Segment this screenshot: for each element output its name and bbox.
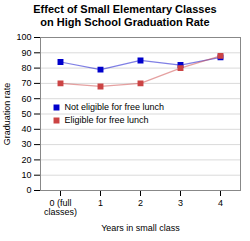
svg-text:1: 1 <box>98 198 103 208</box>
svg-text:80: 80 <box>21 63 31 73</box>
svg-text:Graduation rate: Graduation rate <box>2 83 12 146</box>
svg-text:Eligible for free lunch: Eligible for free lunch <box>65 115 149 125</box>
svg-text:30: 30 <box>21 139 31 149</box>
svg-text:Not eligible for free lunch: Not eligible for free lunch <box>65 102 165 112</box>
svg-text:20: 20 <box>21 155 31 165</box>
svg-text:0 (fullclasses): 0 (fullclasses) <box>44 198 77 217</box>
svg-text:0: 0 <box>26 185 31 195</box>
svg-text:40: 40 <box>21 124 31 134</box>
svg-text:4: 4 <box>218 198 223 208</box>
html-text:Effect of Small Elementary Cla: Effect of Small Elementary Classes on Hi… <box>33 3 217 28</box>
svg-text:50: 50 <box>21 109 31 119</box>
svg-text:Years in small class: Years in small class <box>101 223 180 233</box>
svg-text:60: 60 <box>21 94 31 104</box>
svg-text:70: 70 <box>21 78 31 88</box>
svg-text:100: 100 <box>16 32 31 42</box>
svg-text:10: 10 <box>21 170 31 180</box>
svg-text:90: 90 <box>21 48 31 58</box>
svg-text:3: 3 <box>178 198 183 208</box>
svg-text:2: 2 <box>138 198 143 208</box>
